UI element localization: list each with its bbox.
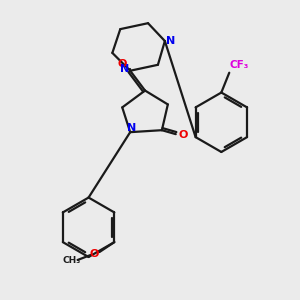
Text: N: N [166, 36, 176, 46]
Text: O: O [178, 130, 188, 140]
Text: CH₃: CH₃ [63, 256, 81, 266]
Text: N: N [127, 123, 136, 133]
Text: O: O [118, 59, 127, 69]
Text: CF₃: CF₃ [230, 60, 249, 70]
Text: O: O [90, 249, 99, 259]
Text: N: N [120, 64, 129, 74]
